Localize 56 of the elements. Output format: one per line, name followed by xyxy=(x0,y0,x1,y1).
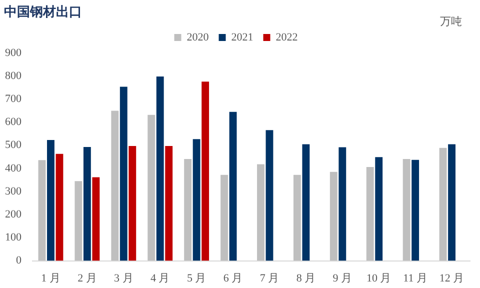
bar xyxy=(56,154,64,261)
legend-label: 2020 xyxy=(186,31,210,44)
y-tick-label: 0 xyxy=(16,254,22,267)
x-tick-label: 2 月 xyxy=(78,272,97,284)
bar xyxy=(402,158,410,261)
bar xyxy=(47,140,54,261)
y-tick-label: 300 xyxy=(5,185,22,198)
y-tick-label: 400 xyxy=(5,162,22,174)
y-tick-label: 700 xyxy=(5,93,22,106)
y-tick-label: 800 xyxy=(5,70,22,82)
legend-label: 2022 xyxy=(276,31,298,44)
x-tick-label: 7 月 xyxy=(260,272,280,284)
x-tick-label: 8 月 xyxy=(296,272,316,284)
bar xyxy=(128,146,136,261)
chart-title: 中国钢材出口 xyxy=(4,4,82,21)
x-tick-label: 9 月 xyxy=(332,272,352,284)
bar xyxy=(412,160,420,261)
x-tick-label: 6 月 xyxy=(223,272,243,284)
bar xyxy=(266,130,274,261)
y-tick-label: 500 xyxy=(5,139,22,152)
y-tick-label: 200 xyxy=(5,208,22,221)
x-tick-label: 3 月 xyxy=(114,272,134,284)
bar xyxy=(448,144,456,261)
bar xyxy=(257,164,264,261)
x-tick-label: 1 月 xyxy=(41,272,60,284)
x-tick-label: 10 月 xyxy=(366,272,392,284)
bar xyxy=(330,172,338,261)
bar xyxy=(439,148,447,261)
bar xyxy=(156,76,164,261)
bar xyxy=(184,158,192,261)
bar xyxy=(338,147,346,261)
y-tick-label: 600 xyxy=(5,116,22,128)
bar xyxy=(375,157,383,261)
bar xyxy=(148,114,156,261)
bar xyxy=(293,174,301,261)
bar xyxy=(202,82,210,261)
legend-label: 2021 xyxy=(231,31,254,44)
bar xyxy=(192,139,200,261)
x-tick-label: 11 月 xyxy=(403,272,428,284)
bar xyxy=(74,181,82,261)
bar xyxy=(220,174,228,261)
bar xyxy=(38,160,46,261)
bar xyxy=(111,110,119,261)
bar xyxy=(83,146,91,261)
bar xyxy=(165,146,173,261)
bar xyxy=(120,86,128,261)
y-tick-label: 900 xyxy=(5,46,22,59)
bar xyxy=(92,177,100,261)
y-tick-label: 100 xyxy=(5,232,22,244)
bar xyxy=(302,144,310,261)
bar xyxy=(366,167,374,261)
text: 万吨 xyxy=(440,14,462,29)
x-tick-label: 12 月 xyxy=(439,272,464,284)
bar xyxy=(229,112,237,261)
x-tick-label: 5 月 xyxy=(186,272,206,284)
x-tick-label: 4 月 xyxy=(150,272,170,284)
